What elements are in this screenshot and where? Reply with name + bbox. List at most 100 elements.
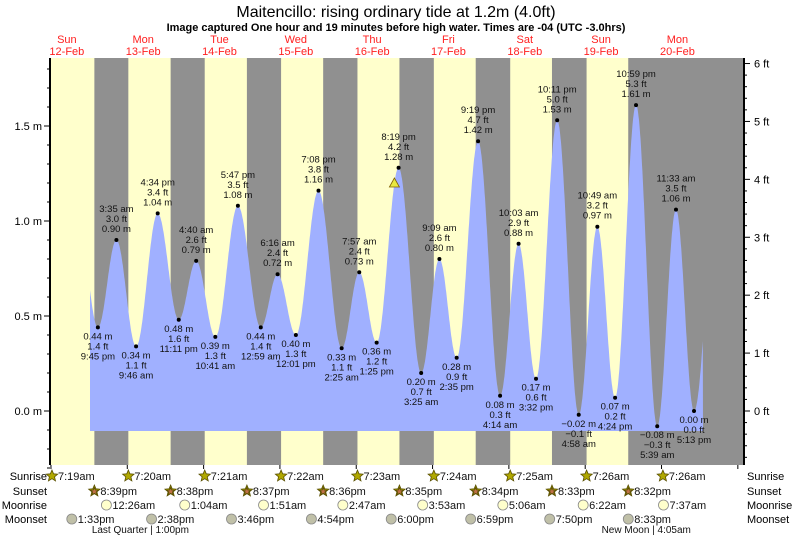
low-tide-label: 0.9 ft bbox=[446, 372, 467, 383]
sunrise-icon bbox=[121, 468, 136, 482]
high-tide-label: 1.08 m bbox=[223, 190, 252, 201]
high-tide-label: 3.0 ft bbox=[106, 214, 127, 225]
low-tide-label: 3:25 am bbox=[404, 397, 438, 408]
high-tide-label: 1.16 m bbox=[304, 175, 333, 186]
tide-point bbox=[275, 272, 280, 277]
high-tide-label: 2.4 ft bbox=[267, 248, 288, 259]
low-tide-label: 1.1 ft bbox=[126, 360, 147, 371]
moonset-icon bbox=[146, 513, 157, 525]
low-tide-label: 1.1 ft bbox=[331, 362, 352, 373]
day-label-weekday: Sun bbox=[57, 34, 77, 46]
sunrise-icon bbox=[45, 468, 59, 482]
low-tide-label: 0.17 m bbox=[521, 383, 550, 394]
low-tide-label: 1.4 ft bbox=[87, 341, 108, 352]
high-tide-label: 4.7 ft bbox=[468, 115, 489, 126]
low-tide-label: 1.2 ft bbox=[366, 357, 387, 368]
low-tide-label: 10:41 am bbox=[196, 361, 236, 372]
tide-point bbox=[194, 258, 199, 263]
moonset-icon bbox=[544, 513, 556, 525]
sunset-icon bbox=[547, 486, 557, 496]
sunset-icon bbox=[165, 486, 176, 496]
sunrise-icon bbox=[198, 468, 212, 482]
moonrise-row-label-right: Moonrise bbox=[747, 500, 792, 512]
day-labels: Sun12-FebMon13-FebTue14-FebWed15-FebThu1… bbox=[49, 34, 694, 58]
left-axis-label: 0.0 m bbox=[14, 406, 42, 418]
low-tide-label: 0.20 m bbox=[407, 377, 436, 388]
high-tide-label: 3.8 ft bbox=[308, 165, 329, 176]
low-tide-label: 0.48 m bbox=[164, 324, 193, 335]
high-tide-label: 1.28 m bbox=[384, 152, 413, 163]
high-tide-label: 5:47 pm bbox=[221, 170, 255, 181]
low-tide-label: 4:24 pm bbox=[598, 422, 632, 433]
low-tide-label: 0.0 ft bbox=[683, 425, 704, 436]
left-axis-label: 0.5 m bbox=[14, 311, 42, 323]
sunset-icon bbox=[242, 486, 252, 496]
moonrise-time: 2:47am bbox=[349, 500, 386, 512]
current-tide-marker bbox=[388, 177, 401, 188]
moonset-icon bbox=[226, 513, 237, 525]
sunrise-time: 7:22am bbox=[287, 471, 324, 483]
moonrise-icon bbox=[577, 499, 589, 511]
low-tide-label: 1.3 ft bbox=[285, 349, 306, 360]
high-tide-label: 2.6 ft bbox=[429, 233, 450, 244]
low-tide-label: −0.3 ft bbox=[644, 440, 671, 451]
high-tide-label: 1.61 m bbox=[622, 89, 651, 100]
tide-point bbox=[692, 409, 697, 413]
low-tide-label: 0.34 m bbox=[122, 350, 151, 361]
high-tide-label: 3:35 am bbox=[99, 204, 133, 215]
right-axis-label: 3 ft bbox=[754, 232, 769, 244]
low-tide-label: 2:35 pm bbox=[440, 382, 474, 393]
low-tide-label: 0.00 m bbox=[679, 415, 708, 426]
moonset-time: 8:33pm bbox=[634, 514, 671, 526]
high-tide-label: 0.97 m bbox=[583, 211, 612, 222]
high-tide-label: 1.42 m bbox=[464, 125, 493, 136]
high-tide-label: 4.2 ft bbox=[388, 142, 409, 153]
high-tide-label: 1.06 m bbox=[661, 194, 690, 205]
tide-point bbox=[176, 317, 181, 322]
sunset-row-label: Sunset bbox=[13, 486, 47, 498]
moon-phase-label: New Moon | 4:05am bbox=[602, 525, 691, 536]
tide-point bbox=[155, 211, 160, 216]
day-label-date: 16-Feb bbox=[355, 46, 390, 58]
low-tide-label: −0.08 m bbox=[640, 430, 675, 441]
moonrise-icon bbox=[497, 499, 509, 511]
low-tide-label: 0.40 m bbox=[281, 339, 310, 350]
low-tide-label: 0.44 m bbox=[246, 331, 275, 342]
moonrise-icon bbox=[417, 499, 429, 511]
tide-point bbox=[134, 344, 139, 349]
sunset-icon bbox=[394, 486, 405, 496]
tide-point bbox=[235, 203, 240, 208]
tide-point bbox=[634, 103, 639, 108]
sunset-time: 8:34pm bbox=[482, 486, 519, 498]
tide-point bbox=[419, 371, 424, 375]
high-tide-label: 3.2 ft bbox=[587, 201, 608, 212]
low-tide-label: 0.7 ft bbox=[411, 387, 432, 398]
day-label-weekday: Wed bbox=[285, 34, 307, 46]
low-tide-label: 9:46 am bbox=[119, 370, 153, 381]
day-label-date: 20-Feb bbox=[660, 46, 695, 58]
tide-area bbox=[90, 105, 703, 431]
high-tide-label: 0.88 m bbox=[504, 228, 533, 239]
low-tide-label: 0.08 m bbox=[486, 400, 515, 411]
day-label-date: 15-Feb bbox=[278, 46, 313, 58]
high-tide-label: 5.3 ft bbox=[625, 79, 646, 90]
moon-phase-label: Last Quarter | 1:00pm bbox=[92, 525, 189, 536]
day-label-date: 19-Feb bbox=[584, 46, 619, 58]
high-tide-label: 11:33 am bbox=[657, 174, 696, 185]
sunset-time: 8:37pm bbox=[253, 486, 290, 498]
high-tide-label: 0.90 m bbox=[102, 224, 131, 235]
astro-rows: Sunrise Sunrise 7:19am 7:20am 7:21am 7:22am 7:… bbox=[2, 468, 792, 536]
low-tide-label: 1.6 ft bbox=[168, 334, 189, 345]
moonset-time: 3:46pm bbox=[237, 514, 274, 526]
sunset-icon bbox=[470, 486, 481, 496]
high-tide-label: 1.04 m bbox=[143, 197, 172, 208]
tide-point bbox=[534, 376, 539, 381]
moonrise-time: 6:22am bbox=[589, 500, 626, 512]
low-tide-label: 4:14 am bbox=[483, 420, 517, 431]
low-tide-label: −0.02 m bbox=[561, 419, 596, 430]
tide-point bbox=[316, 188, 321, 193]
sunrise-time: 7:23am bbox=[363, 471, 400, 483]
low-tide-label: 4:58 am bbox=[562, 439, 596, 450]
tide-point bbox=[339, 346, 344, 351]
